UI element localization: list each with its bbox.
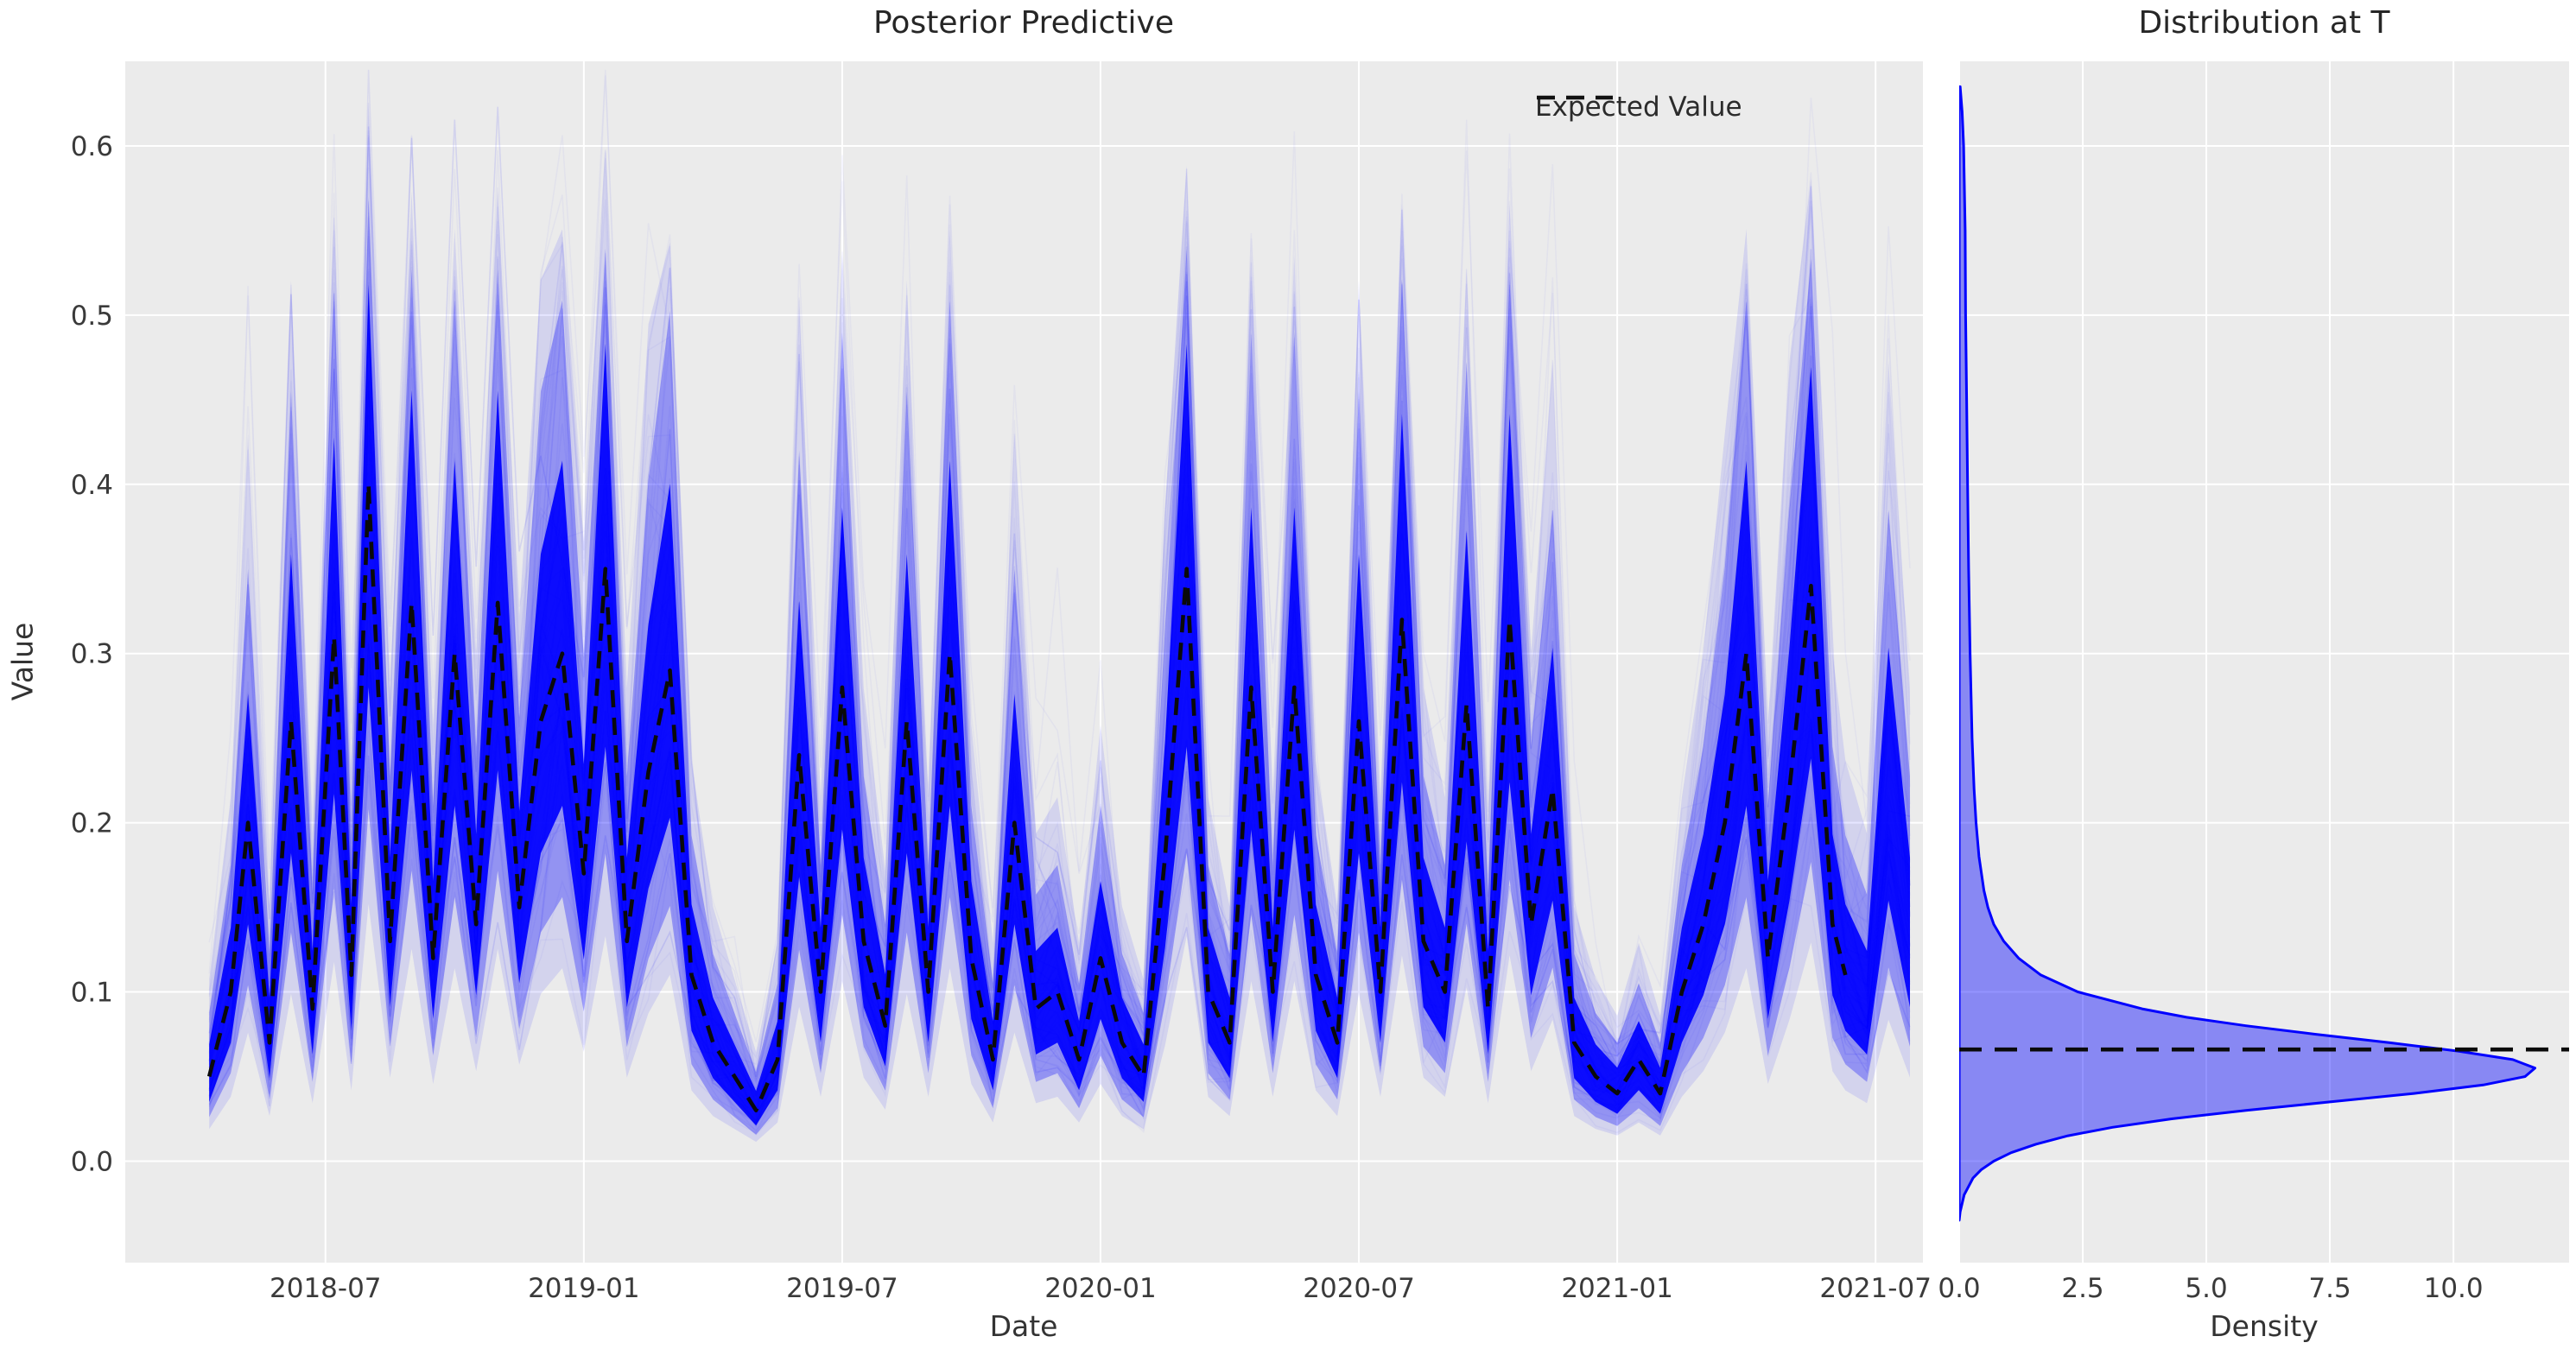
y-axis-label-value: Value [5, 622, 40, 701]
kde-area [1959, 85, 2536, 1222]
x-tick-label: 5.0 [2185, 1273, 2227, 1304]
distribution-plot-background [1959, 61, 2569, 1263]
sample-trace [208, 287, 1911, 1103]
x-tick-label: 10.0 [2424, 1273, 2484, 1304]
x-tick-label: 2018-07 [270, 1273, 382, 1304]
sample-trace [208, 249, 1911, 1098]
x-tick-label: 2019-07 [786, 1273, 898, 1304]
legend: Expected Value [1535, 92, 1742, 123]
y-tick-label: 0.4 [71, 470, 113, 501]
sample-trace [208, 281, 1911, 1114]
x-tick-label: 0.0 [1938, 1273, 1980, 1304]
x-tick-label: 2021-07 [1819, 1273, 1932, 1304]
y-tick-label: 0.3 [71, 639, 113, 670]
y-tick-label: 0.5 [71, 301, 113, 332]
y-tick-label: 0.0 [71, 1146, 113, 1177]
tick-labels: 0.0 0.1 0.2 0.3 0.4 0.5 0.6 2018-07 2019-01 2019-… [71, 131, 2484, 1304]
x-tick-label: 2.5 [2061, 1273, 2103, 1304]
x-tick-label: 2020-01 [1044, 1273, 1157, 1304]
kde-layer [1959, 85, 2536, 1222]
x-axis-label-density: Density [2210, 1309, 2319, 1343]
expected-value-line [206, 482, 1848, 1112]
uncertainty-band-core [209, 284, 1911, 1126]
x-tick-label: 2021-01 [1561, 1273, 1673, 1304]
distribution-gridlines [1958, 61, 2569, 1263]
sample-trace [208, 446, 1911, 1114]
x-tick-label: 7.5 [2308, 1273, 2351, 1304]
legend-dash-icon [1537, 95, 1613, 100]
posterior-predictive-title: Posterior Predictive [873, 5, 1174, 41]
sample-trace [208, 731, 1911, 1121]
x-axis-label-date: Date [989, 1309, 1058, 1343]
x-tick-label: 2020-07 [1303, 1273, 1415, 1304]
y-tick-label: 0.2 [71, 808, 113, 839]
y-tick-label: 0.1 [71, 978, 113, 1009]
y-tick-label: 0.6 [71, 131, 113, 162]
distribution-title: Distribution at T [2138, 5, 2390, 41]
x-tick-label: 2019-01 [528, 1273, 640, 1304]
sample-trace [208, 106, 1911, 1078]
